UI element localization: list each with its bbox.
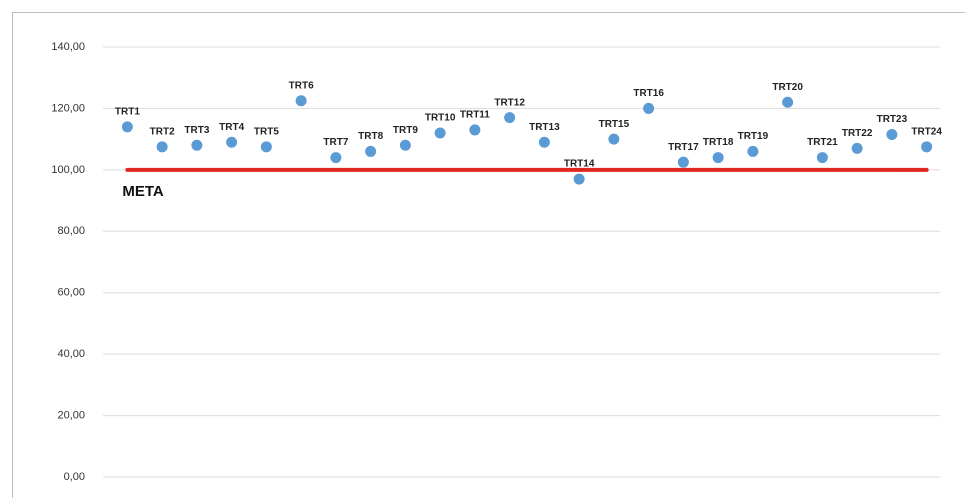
point-label: TRT5: [254, 126, 279, 137]
point: [782, 96, 794, 108]
point-label: TRT20: [772, 82, 803, 93]
point: [156, 141, 168, 153]
point-label: TRT18: [703, 137, 734, 148]
point: [573, 173, 585, 185]
chart-frame: [12, 12, 965, 498]
y-tick-label: 40,00: [57, 348, 85, 360]
point: [226, 136, 238, 148]
point: [260, 141, 272, 153]
point-label: TRT6: [289, 80, 314, 91]
point: [504, 112, 516, 124]
point: [677, 156, 689, 168]
y-tick-label: 20,00: [57, 409, 85, 421]
point: [747, 145, 759, 157]
y-tick-label: 80,00: [57, 225, 85, 237]
point-label: TRT17: [668, 142, 699, 153]
point: [851, 142, 863, 154]
point-label: TRT11: [460, 110, 490, 121]
y-tick-label: 0,00: [64, 471, 85, 483]
point-label: TRT4: [219, 122, 244, 133]
point-label: TRT15: [599, 119, 630, 130]
y-tick-label: 120,00: [51, 102, 85, 114]
point: [295, 95, 307, 107]
point: [330, 152, 342, 164]
point-label: TRT10: [425, 113, 456, 124]
y-tick-label: 100,00: [51, 164, 85, 176]
point-label: TRT21: [807, 137, 838, 148]
point-label: TRT16: [633, 88, 664, 99]
point: [643, 102, 655, 114]
point-label: TRT19: [738, 131, 769, 142]
point: [121, 121, 133, 133]
point: [469, 124, 481, 136]
target-label: META: [122, 183, 164, 200]
point: [191, 139, 203, 151]
point-label: TRT13: [529, 122, 560, 133]
point-label: TRT3: [184, 125, 209, 136]
point: [538, 136, 550, 148]
point: [921, 141, 933, 153]
y-tick-label: 140,00: [51, 41, 85, 53]
point-label: TRT1: [115, 106, 140, 117]
point-label: TRT7: [323, 137, 348, 148]
point-label: TRT22: [842, 128, 873, 139]
point: [712, 152, 724, 164]
point: [434, 127, 446, 139]
point: [816, 152, 828, 164]
point: [399, 139, 411, 151]
point-label: TRT14: [564, 159, 595, 170]
point: [365, 145, 377, 157]
point-label: TRT12: [494, 97, 525, 108]
point-label: TRT9: [393, 125, 418, 136]
point-label: TRT2: [150, 126, 175, 137]
point-label: TRT23: [877, 114, 908, 125]
point: [886, 129, 898, 141]
point: [608, 133, 620, 145]
y-tick-label: 60,00: [57, 287, 85, 299]
point-label: TRT8: [358, 131, 383, 142]
point-label: TRT24: [911, 126, 942, 137]
